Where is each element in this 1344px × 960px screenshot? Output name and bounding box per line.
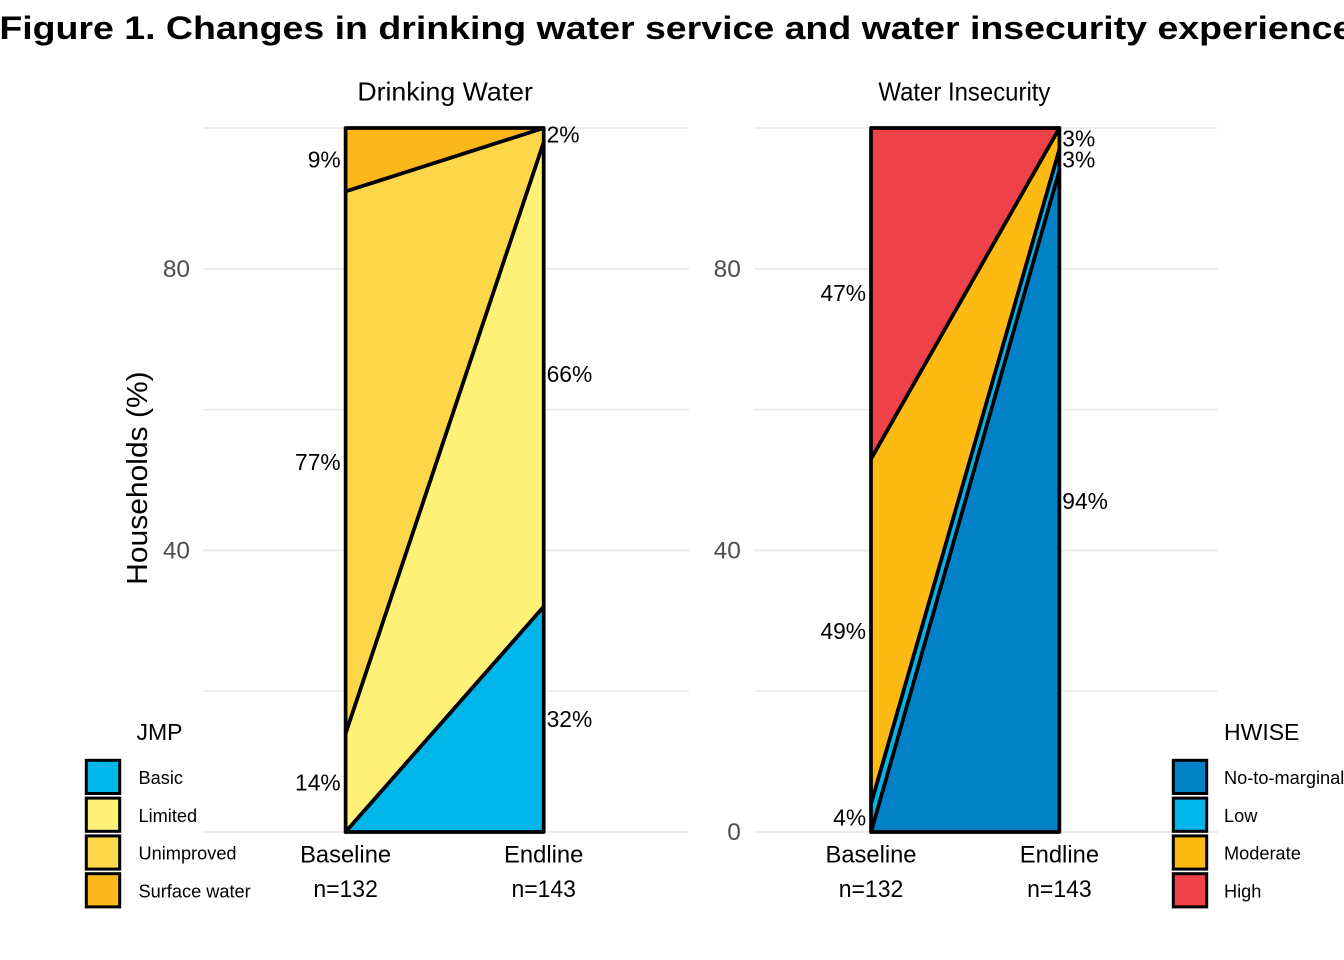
svg-text:Drinking Water: Drinking Water <box>357 76 533 106</box>
svg-text:No-to-marginal: No-to-marginal <box>1224 768 1344 788</box>
svg-text:Figure 1. Changes in drinking: Figure 1. Changes in drinking water serv… <box>0 10 1344 46</box>
svg-text:2%: 2% <box>547 122 580 148</box>
svg-text:HWISE: HWISE <box>1224 719 1299 745</box>
svg-text:66%: 66% <box>547 361 593 387</box>
svg-text:Unimproved: Unimproved <box>139 844 237 864</box>
svg-text:0: 0 <box>727 819 741 846</box>
svg-text:JMP: JMP <box>137 719 183 745</box>
svg-text:Endline: Endline <box>504 842 583 869</box>
svg-text:3%: 3% <box>1062 125 1095 151</box>
svg-text:n=132: n=132 <box>313 876 378 903</box>
svg-text:Limited: Limited <box>139 806 198 826</box>
svg-text:77%: 77% <box>295 449 341 475</box>
svg-text:Moderate: Moderate <box>1224 844 1301 864</box>
svg-text:4%: 4% <box>833 805 866 831</box>
svg-text:Endline: Endline <box>1020 842 1099 869</box>
svg-text:Low: Low <box>1224 806 1258 826</box>
svg-text:47%: 47% <box>820 280 866 306</box>
svg-text:49%: 49% <box>820 618 866 644</box>
svg-text:n=143: n=143 <box>511 876 576 903</box>
svg-text:Surface water: Surface water <box>139 881 251 901</box>
svg-text:Baseline: Baseline <box>300 842 391 869</box>
svg-text:Water Insecurity: Water Insecurity <box>878 76 1050 106</box>
svg-text:40: 40 <box>714 538 741 565</box>
svg-text:n=143: n=143 <box>1027 876 1092 903</box>
svg-text:Basic: Basic <box>139 768 183 788</box>
svg-text:n=132: n=132 <box>839 876 904 903</box>
svg-text:14%: 14% <box>295 769 341 795</box>
svg-text:80: 80 <box>163 256 190 283</box>
svg-text:9%: 9% <box>308 146 341 172</box>
svg-text:32%: 32% <box>547 706 593 732</box>
svg-text:Households (%): Households (%) <box>122 371 154 584</box>
svg-text:3%: 3% <box>1062 146 1095 172</box>
svg-text:80: 80 <box>714 256 741 283</box>
svg-text:40: 40 <box>163 538 190 565</box>
svg-text:94%: 94% <box>1062 488 1108 514</box>
svg-text:High: High <box>1224 881 1261 901</box>
svg-text:Baseline: Baseline <box>826 842 917 869</box>
